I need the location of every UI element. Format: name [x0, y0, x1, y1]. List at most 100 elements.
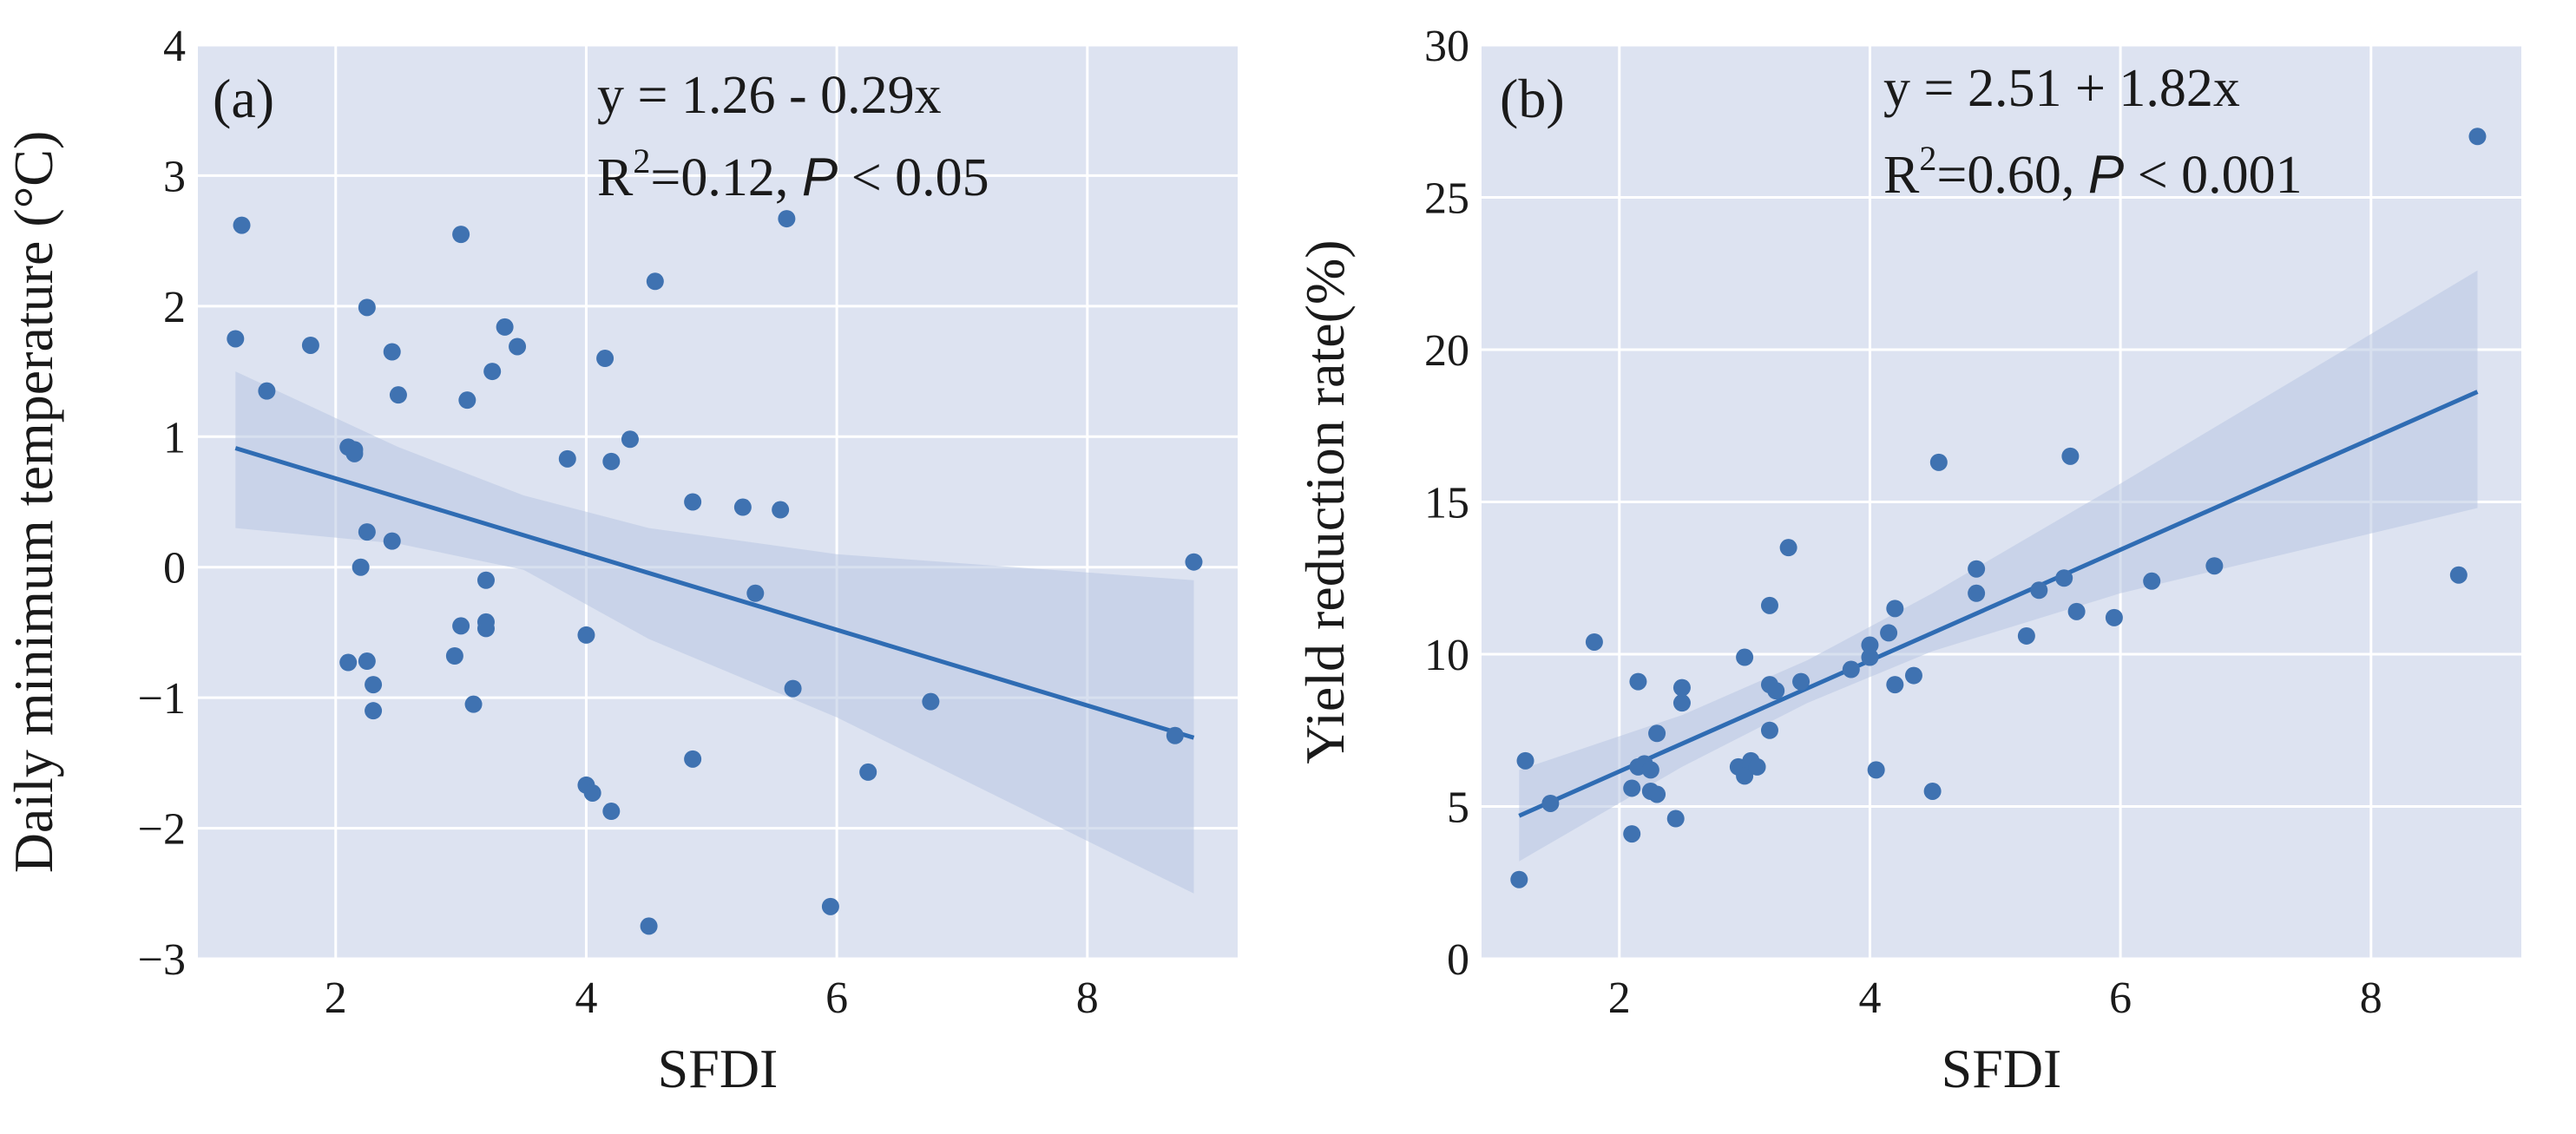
panel-label: (b): [1500, 68, 1565, 129]
data-point: [445, 647, 463, 665]
data-point: [1736, 767, 1754, 785]
data-point: [2061, 447, 2080, 465]
data-point: [733, 498, 752, 516]
data-point: [1166, 726, 1184, 744]
r-symbol: R: [597, 148, 634, 207]
regression-line: [234, 446, 1195, 740]
data-point: [1880, 624, 1898, 642]
data-point: [2468, 128, 2487, 146]
regression-equation: y = 2.51 + 1.82x: [1883, 59, 2240, 118]
data-point: [1867, 761, 1885, 779]
data-point: [1629, 672, 1647, 691]
y-tick-label: 25: [1424, 174, 1469, 224]
data-point: [778, 210, 796, 228]
data-point: [2017, 626, 2035, 645]
data-point: [596, 350, 614, 368]
data-point: [1648, 785, 1666, 803]
data-point: [602, 452, 621, 470]
panel-b-chart: 2 4 6 8 0 5 10 15 20 25 30 SFDI Yield reduction rate…: [1294, 22, 2521, 1099]
data-point: [1861, 636, 1879, 654]
data-point: [1779, 539, 1797, 557]
data-point: [1585, 633, 1603, 651]
data-point: [1760, 721, 1778, 739]
data-point: [301, 336, 319, 354]
data-point: [389, 386, 407, 404]
x-tick-label: 8: [1076, 973, 1099, 1023]
data-point: [1968, 584, 1986, 602]
y-tick-label: −2: [138, 805, 186, 855]
data-point: [583, 783, 601, 802]
y-tick-label: 0: [1447, 935, 1469, 985]
data-point: [646, 272, 664, 291]
data-point: [684, 493, 702, 511]
data-point: [233, 216, 251, 234]
data-point: [2205, 557, 2224, 575]
y-tick-label: 30: [1424, 22, 1469, 71]
data-point: [458, 391, 476, 410]
data-point: [1760, 596, 1778, 614]
data-point: [1748, 757, 1766, 776]
regression-equation: y = 1.26 - 0.29x: [597, 66, 942, 125]
data-point: [1516, 751, 1534, 770]
data-point: [577, 626, 595, 644]
regression-stats: R2=0.12, P < 0.05: [597, 141, 989, 207]
r-squared-superscript: 2: [633, 141, 650, 180]
data-point: [1792, 672, 1810, 691]
y-tick-label: −1: [138, 674, 186, 724]
data-point: [365, 676, 383, 694]
data-point: [1185, 553, 1203, 571]
data-point: [476, 571, 495, 589]
x-tick-label: 4: [575, 973, 597, 1023]
data-point: [496, 318, 514, 336]
x-axis-label: SFDI: [1942, 1038, 2062, 1099]
x-tick-label: 8: [2360, 973, 2382, 1023]
data-point: [476, 613, 495, 631]
data-point: [1541, 794, 1560, 812]
data-point: [483, 363, 502, 381]
data-point: [772, 501, 790, 519]
data-point: [1641, 761, 1659, 779]
panel-a-chart: 2 4 6 8 −3 −2 −1 0 1 2 3 4 SFDI Daily minimum tempera…: [3, 22, 1238, 1099]
data-point: [452, 617, 470, 635]
y-tick-label: 15: [1424, 479, 1469, 528]
data-point: [821, 897, 839, 915]
regression-stats: R2=0.60, P < 0.001: [1883, 139, 2303, 205]
data-point: [352, 558, 370, 576]
x-axis-label: SFDI: [658, 1038, 779, 1099]
data-point: [258, 382, 276, 400]
y-tick-label: 20: [1424, 326, 1469, 376]
p-value: < 0.001: [2124, 146, 2302, 205]
data-point: [1968, 560, 1986, 578]
data-point: [358, 298, 376, 317]
data-point: [452, 226, 470, 244]
y-tick-label: 10: [1424, 631, 1469, 680]
y-tick-label: 3: [163, 152, 186, 201]
r-squared-value: =0.60,: [1936, 146, 2087, 205]
data-point: [2030, 581, 2048, 600]
y-tick-label: 2: [163, 283, 186, 332]
data-point: [1929, 453, 1948, 471]
data-point: [922, 692, 940, 711]
data-point: [859, 763, 877, 781]
data-point: [2449, 566, 2468, 584]
data-point: [1672, 694, 1691, 712]
data-point: [684, 750, 702, 768]
y-tick-label: 1: [163, 413, 186, 462]
data-point: [784, 679, 802, 698]
data-point: [2143, 572, 2161, 590]
data-point: [1648, 724, 1666, 743]
x-tick-label: 2: [1608, 973, 1631, 1023]
r-squared-superscript: 2: [1919, 139, 1936, 178]
data-point: [464, 695, 483, 713]
data-point: [1886, 600, 1904, 618]
data-point: [1666, 810, 1685, 828]
y-axis-label: Daily minimum temperature (°C): [3, 131, 64, 874]
y-tick-label: 5: [1447, 783, 1469, 833]
data-point: [1842, 660, 1860, 678]
data-point: [365, 702, 383, 720]
regression-line: [1518, 390, 2479, 818]
data-point: [227, 330, 245, 348]
r-symbol: R: [1883, 146, 1920, 205]
data-point: [1886, 676, 1904, 694]
